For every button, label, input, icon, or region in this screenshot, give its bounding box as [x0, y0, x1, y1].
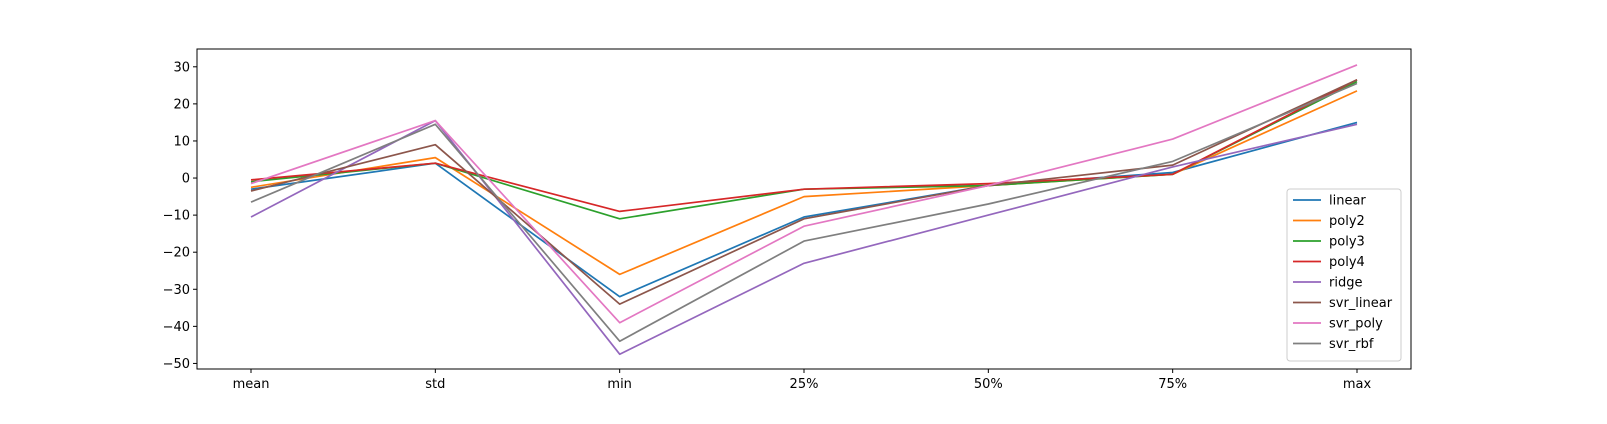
series-line-poly2	[250, 90, 1358, 276]
legend-label-svr_poly: svr_poly	[1329, 317, 1383, 332]
x-tick-label: 25%	[790, 377, 819, 392]
series-layer	[250, 64, 1358, 356]
series-line-ridge	[250, 119, 1358, 356]
y-tick-label: 20	[173, 97, 190, 112]
x-tick-label: min	[607, 377, 632, 392]
legend-label-poly4: poly4	[1329, 255, 1365, 270]
series-line-svr_poly	[250, 64, 1358, 324]
series-line-svr_rbf	[250, 82, 1358, 343]
x-tick-label: 50%	[974, 377, 1003, 392]
series-line-poly3	[250, 80, 1358, 220]
x-tick-label: 75%	[1158, 377, 1187, 392]
y-tick-label: 0	[182, 172, 190, 187]
legend-label-poly2: poly2	[1329, 214, 1365, 229]
y-tick-label: −20	[163, 246, 190, 261]
y-tick-label: −50	[163, 357, 190, 372]
legend-box	[1286, 188, 1402, 362]
y-tick-label: 30	[173, 60, 190, 75]
y-tick-label: 10	[173, 134, 190, 149]
legend-label-svr_linear: svr_linear	[1329, 296, 1393, 311]
series-line-poly4	[250, 79, 1358, 213]
y-tick-label: −40	[163, 320, 190, 335]
legend-label-svr_rbf: svr_rbf	[1329, 337, 1374, 352]
x-tick-label: max	[1343, 377, 1372, 392]
x-axis-ticks: mean std min 25% 50% 75% max	[233, 369, 1372, 392]
y-tick-label: −10	[163, 209, 190, 224]
legend: linear poly2 poly3 poly4 ridge svr_linear svr_…	[1286, 188, 1402, 362]
y-axis-ticks: 30 20 10 0 −10 −20 −30 −40 −50	[163, 60, 197, 372]
x-tick-label: mean	[233, 377, 270, 392]
x-tick-label: std	[425, 377, 445, 392]
legend-label-ridge: ridge	[1329, 276, 1362, 291]
y-tick-label: −30	[163, 283, 190, 298]
plot-frame	[196, 48, 1412, 370]
legend-label-linear: linear	[1329, 194, 1366, 209]
legend-label-poly3: poly3	[1329, 235, 1365, 250]
series-line-svr_linear	[250, 79, 1358, 305]
